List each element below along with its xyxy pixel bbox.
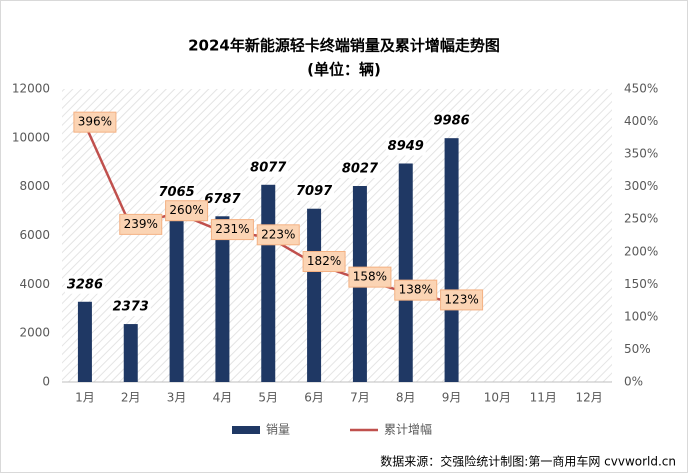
x-tick-label: 5月 — [258, 391, 278, 405]
bar-label-group: 9986 — [431, 112, 472, 131]
legend-label: 累计增幅 — [384, 422, 432, 437]
bar — [444, 138, 459, 382]
bar-label-bg — [110, 298, 151, 317]
bar-label-bg — [385, 137, 426, 156]
line-label-bg — [256, 224, 300, 246]
y2-tick-label: 0% — [624, 375, 643, 389]
x-tick-label: 10月 — [484, 391, 511, 405]
line-label-bg — [440, 289, 484, 311]
line-label: 396% — [78, 115, 112, 129]
bar — [307, 208, 322, 382]
line-label: 123% — [444, 292, 478, 306]
bar-label: 7097 — [296, 184, 333, 199]
plot-area — [62, 89, 612, 382]
bar-label-group: 8027 — [339, 160, 380, 179]
x-tick-label: 7月 — [350, 391, 370, 405]
bar-label-bg — [248, 158, 289, 177]
x-tick-label: 8月 — [396, 391, 416, 405]
legend-label: 销量 — [266, 423, 290, 437]
bar-label-bg — [431, 112, 472, 131]
line-label: 182% — [307, 254, 341, 268]
x-tick-label: 3月 — [167, 391, 187, 405]
bar-label-group: 8949 — [385, 137, 426, 156]
bar — [123, 324, 138, 382]
line-label-bg — [73, 111, 117, 133]
bar-label: 6787 — [204, 192, 241, 207]
y2-tick-label: 200% — [624, 244, 658, 258]
y-tick-label: 6000 — [19, 228, 50, 242]
y-tick-label: 12000 — [12, 82, 50, 96]
legend-swatch — [232, 426, 260, 434]
source: 数据来源：交强险统计制图:第一商用车网 cvvworld.cn — [380, 454, 676, 469]
bar-label-group: 7097 — [294, 182, 335, 201]
bar — [398, 163, 413, 382]
line-label: 239% — [124, 217, 158, 231]
line-label: 231% — [215, 222, 249, 236]
bar — [77, 301, 92, 382]
bar-label-bg — [339, 160, 380, 179]
bar-label: 9986 — [433, 114, 469, 129]
bar-label: 2373 — [113, 300, 149, 315]
y2-tick-label: 100% — [624, 309, 658, 323]
line-label-bg — [348, 266, 392, 288]
x-tick-label: 1月 — [75, 391, 95, 405]
bar — [169, 209, 184, 382]
y2-tick-label: 400% — [624, 114, 658, 128]
line-label-bg — [119, 213, 163, 235]
x-tick-label: 11月 — [530, 391, 557, 405]
bar-label-group: 7065 — [156, 183, 197, 202]
line-label-bg — [210, 219, 254, 241]
x-tick-label: 6月 — [304, 391, 324, 405]
y-tick-label: 8000 — [19, 179, 50, 193]
line-label-bg — [165, 200, 209, 222]
bar-label: 8027 — [342, 162, 379, 177]
x-tick-label: 12月 — [575, 391, 602, 405]
line-label: 260% — [169, 203, 203, 217]
chart-subtitle: (单位：辆) — [307, 61, 381, 79]
y2-tick-label: 150% — [624, 277, 658, 291]
bar-label-group: 2373 — [110, 298, 151, 317]
y2-tick-label: 50% — [624, 342, 651, 356]
bar-label-bg — [156, 183, 197, 202]
bar-label-bg — [294, 182, 335, 201]
x-tick-label: 2月 — [121, 391, 141, 405]
line-label: 138% — [399, 283, 433, 297]
y-tick-label: 4000 — [19, 277, 50, 291]
line-label-bg — [302, 250, 346, 272]
bar-label: 8949 — [388, 139, 424, 154]
y-tick-label: 0 — [42, 375, 50, 389]
line-label: 223% — [261, 227, 295, 241]
bar-label-bg — [64, 275, 105, 294]
bar-label-group: 8077 — [248, 158, 289, 177]
y2-tick-label: 250% — [624, 212, 658, 226]
bar-label: 3286 — [67, 277, 103, 292]
x-tick-label: 9月 — [442, 391, 462, 405]
chart-title: 2024年新能源轻卡终端销量及累计增幅走势图 — [188, 37, 500, 55]
y-tick-label: 10000 — [12, 130, 50, 144]
bar-label-bg — [202, 190, 243, 209]
line-label: 158% — [353, 270, 387, 284]
bar-label-group: 6787 — [202, 190, 243, 209]
y-tick-label: 2000 — [19, 326, 50, 340]
y2-tick-label: 350% — [624, 147, 658, 161]
bar-label: 8077 — [250, 160, 287, 175]
bar-label-group: 3286 — [64, 275, 105, 294]
y2-tick-label: 300% — [624, 179, 658, 193]
y2-tick-label: 450% — [624, 82, 658, 96]
line-label-bg — [394, 279, 438, 301]
bar-label: 7065 — [158, 185, 194, 200]
x-tick-label: 4月 — [213, 391, 233, 405]
bar — [261, 184, 276, 382]
bar — [215, 216, 230, 382]
